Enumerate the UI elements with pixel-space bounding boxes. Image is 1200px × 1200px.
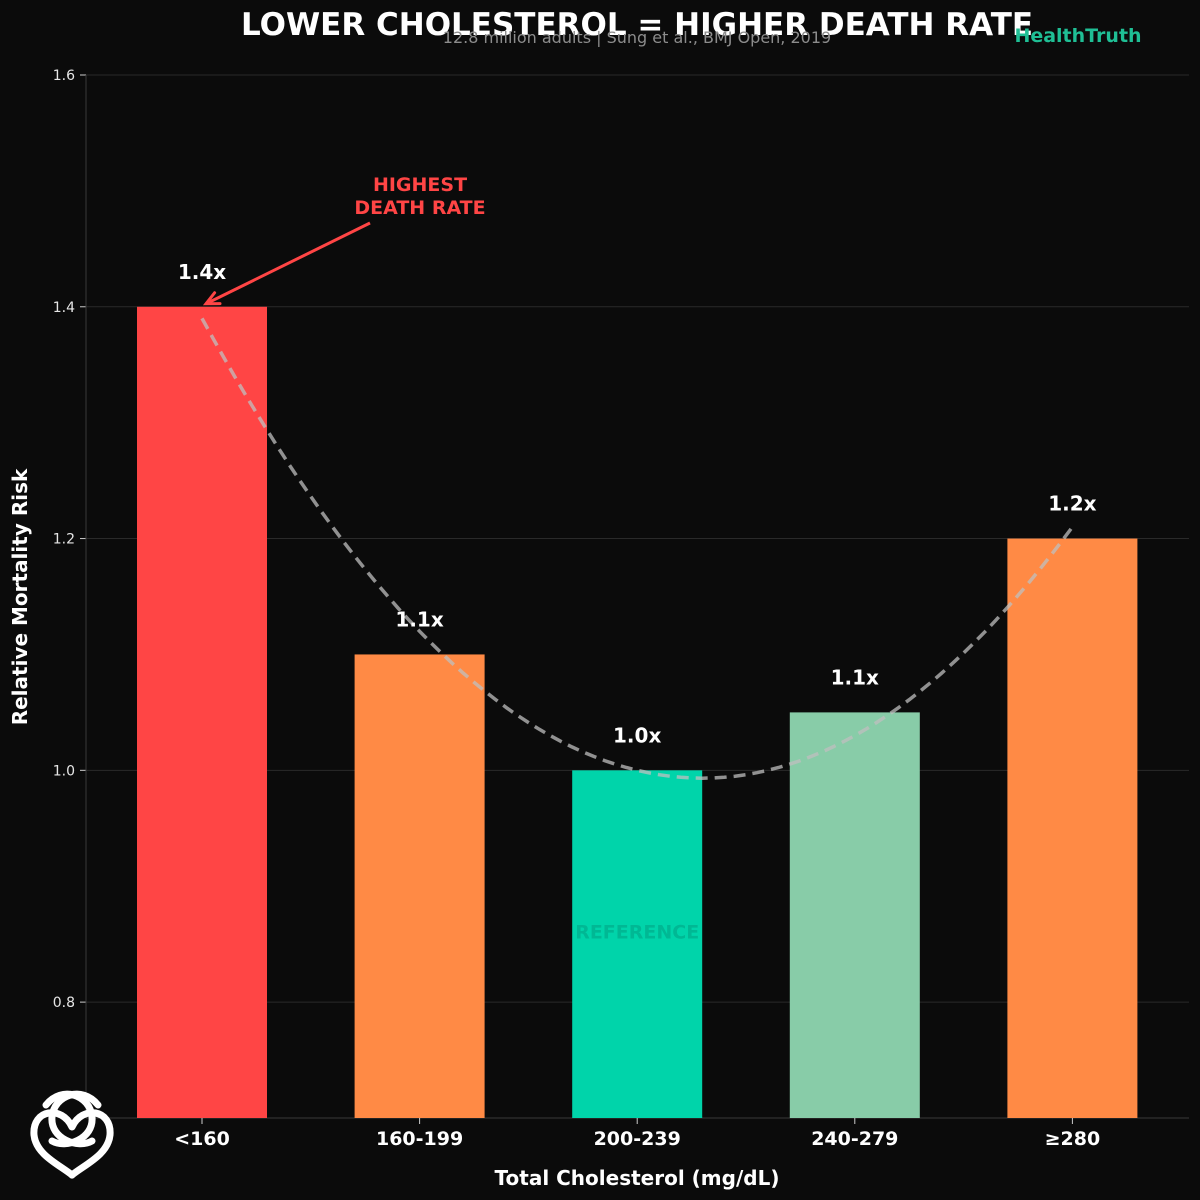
y-tick-label: 0.8 [53,995,75,1011]
trend-line [200,317,1074,780]
annotation-line-2: DEATH RATE [354,197,485,219]
y-tick-label: 1.6 [53,68,75,84]
x-tick-label: <160 [174,1128,230,1150]
heart-knot-icon [30,1090,114,1179]
x-tick-label: 200-239 [594,1128,681,1150]
reference-label: REFERENCE [575,921,699,943]
data-label: 1.4x [178,260,226,284]
annotation-line-1: HIGHEST [373,174,467,196]
chart-title: LOWER CHOLESTEROL = HIGHER DEATH RATE [241,7,1033,43]
y-tick-label: 1.4 [53,300,75,316]
data-label: 1.1x [395,607,443,631]
annotation-arrow [205,221,371,306]
y-tick-label: 1.2 [53,532,75,548]
data-label: 1.0x [613,723,661,747]
brand-label: HealthTruth [1014,25,1141,47]
chart-subtitle: 12.8 million adults | Sung et al., BMJ O… [443,28,831,47]
labels-layer: 1.4x 1.1x 1.0x 1.1x 1.2x REFERENCE [178,221,1097,943]
bar-1 [354,654,485,1118]
x-axis-label: Total Cholesterol (mg/dL) [495,1166,780,1190]
bar-4 [1007,538,1138,1118]
y-axis-label: Relative Mortality Risk [8,468,32,725]
bar-0 [137,306,267,1118]
x-tick-label: 240-279 [811,1128,898,1150]
bars-layer [137,306,1138,1118]
annotation-arrowhead [202,291,222,306]
data-label: 1.2x [1048,492,1096,516]
x-tick-label: 160-199 [376,1128,463,1150]
x-tick-label: ≥280 [1045,1128,1101,1150]
y-tick-label: 1.0 [53,763,75,779]
bar-2 [572,770,703,1118]
data-label: 1.1x [831,665,879,689]
bar-3 [789,712,920,1118]
trend-layer [200,317,1074,780]
